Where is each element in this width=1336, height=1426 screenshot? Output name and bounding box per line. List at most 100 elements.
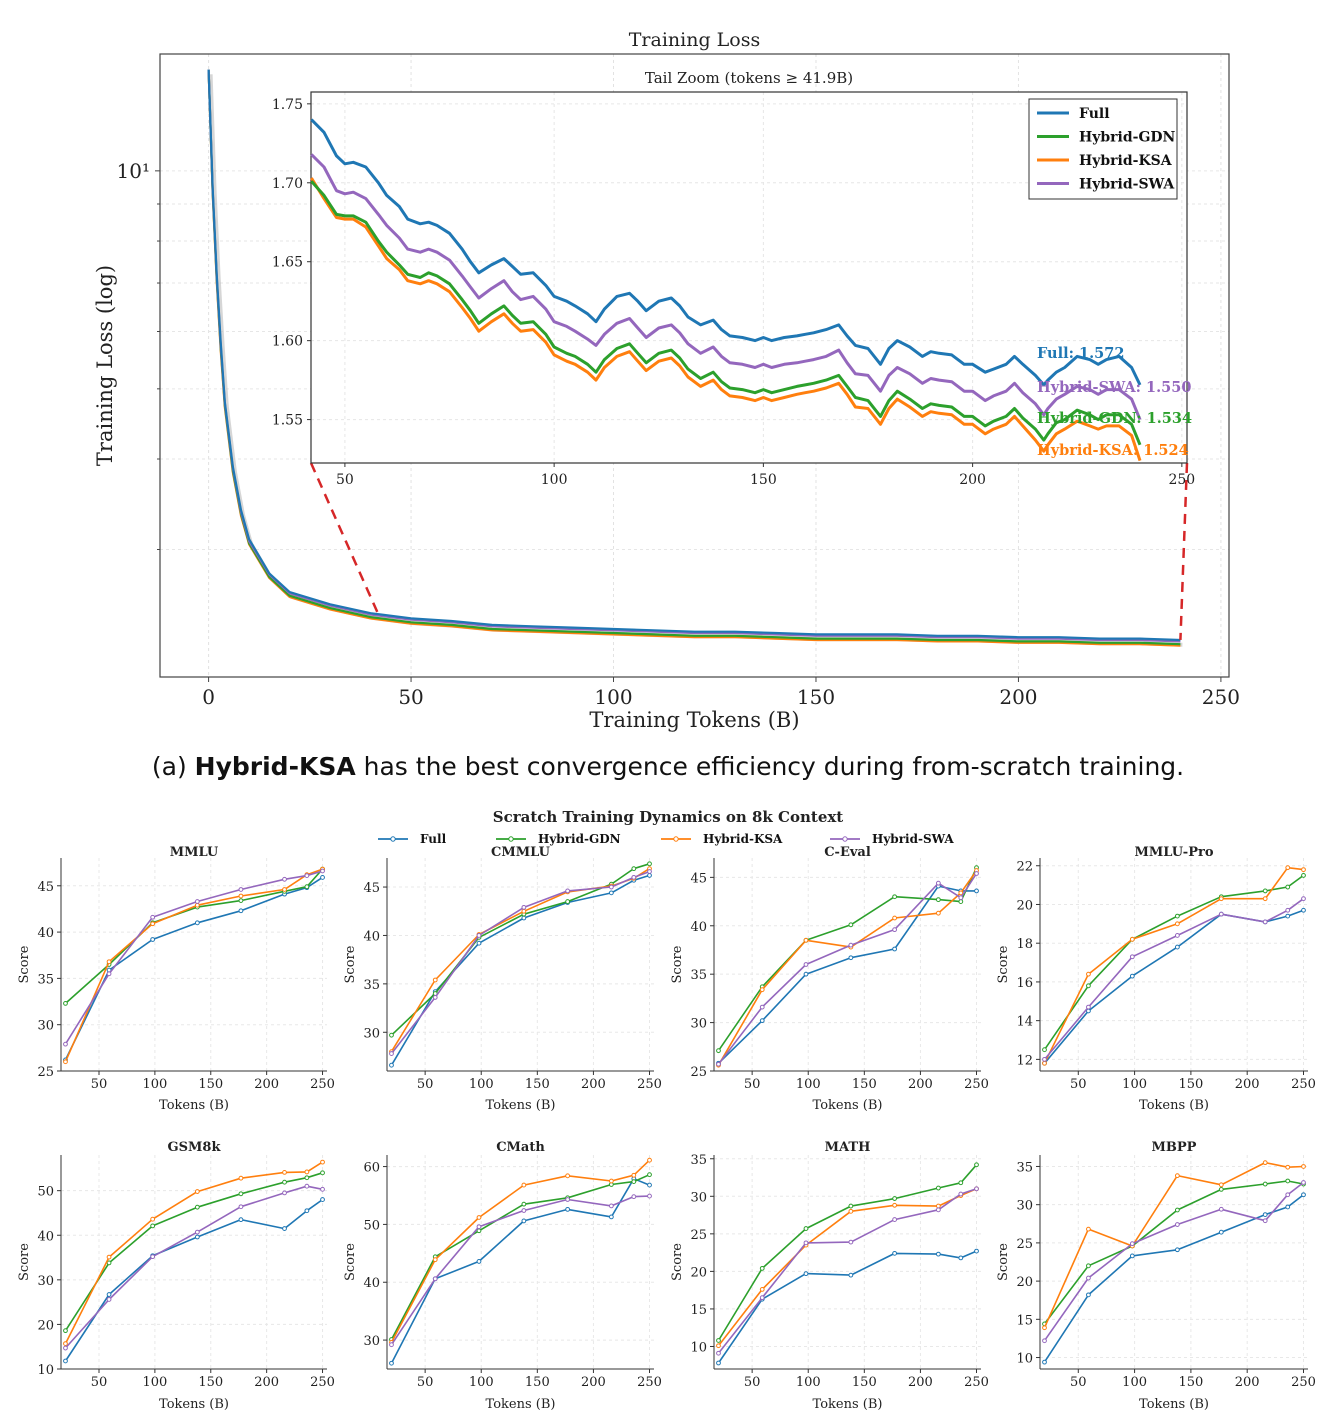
- data-point-hybrid-gdn: [106, 1260, 112, 1266]
- data-point-full: [647, 1182, 652, 1188]
- legend-label-hybrid-ksa: Hybrid-KSA: [1079, 153, 1173, 169]
- panel-y-tick-label: 20: [690, 1265, 707, 1280]
- inset-line-hybrid-swa: [310, 153, 1142, 421]
- data-point-full: [848, 955, 854, 961]
- inset-x-tick-label: 150: [750, 472, 777, 488]
- panel-y-tick-label: 20: [37, 1318, 54, 1333]
- panel-y-axis-label: Score: [670, 945, 685, 983]
- panel-x-tick-label: 100: [796, 1077, 821, 1092]
- panel-x-tick-label: 250: [964, 1375, 989, 1390]
- data-point-hybrid-ksa: [1301, 867, 1306, 873]
- x-tick-label: 200: [999, 685, 1037, 709]
- panel-x-tick-label: 200: [581, 1077, 606, 1092]
- data-point-hybrid-ksa: [892, 1202, 898, 1208]
- series-line-full: [1043, 1194, 1304, 1363]
- data-point-full: [759, 1018, 765, 1024]
- data-point-hybrid-gdn: [716, 1338, 721, 1343]
- panel-y-tick-label: 12: [1016, 1053, 1033, 1068]
- panel-cmmlu: 50 100 150 200 250 30 35 40 45 CMMLU Tokens (B) Sco…: [343, 845, 662, 1113]
- data-point-full: [892, 1250, 898, 1256]
- x-tick-label: 50: [398, 685, 423, 709]
- data-point-hybrid-swa: [1086, 1275, 1091, 1281]
- panel-x-tick-label: 150: [525, 1375, 550, 1390]
- data-point-hybrid-ksa: [647, 1157, 652, 1163]
- data-point-hybrid-ksa: [1086, 1226, 1091, 1232]
- data-point-hybrid-ksa: [1262, 1160, 1268, 1166]
- data-point-hybrid-swa: [1218, 911, 1224, 917]
- panel-mmlu-pro: 50 100 150 200 250 12 14 16 18 20 22 MMLU-Pro Tokens…: [996, 845, 1316, 1113]
- data-point-hybrid-swa: [935, 880, 941, 886]
- series-line-hybrid-gdn: [717, 1164, 978, 1341]
- panel-y-tick-label: 15: [690, 1303, 707, 1318]
- panel-y-tick-label: 45: [690, 871, 707, 886]
- inset-y-tick-label: 1.55: [272, 413, 303, 429]
- data-point-hybrid-swa: [759, 1004, 765, 1010]
- data-point-hybrid-gdn: [1218, 1186, 1224, 1192]
- data-point-full: [958, 1255, 964, 1261]
- data-point-hybrid-gdn: [565, 899, 571, 904]
- data-point-hybrid-ksa: [238, 893, 244, 899]
- data-point-hybrid-swa: [608, 884, 614, 890]
- zoom-connector-right: [1179, 462, 1189, 641]
- data-point-hybrid-ksa: [935, 1203, 941, 1209]
- panel-x-tick-label: 100: [142, 1375, 167, 1390]
- panel-y-tick-label: 30: [1016, 1199, 1033, 1214]
- panel-cmath: 50 100 150 200 250 30 40 50 60 CMath Tokens (B) Sco…: [343, 1140, 662, 1412]
- panel-y-tick-label: 10: [690, 1340, 707, 1355]
- data-point-hybrid-gdn: [63, 1000, 68, 1006]
- caption-bold-model: Hybrid-KSA: [194, 752, 356, 781]
- grid-legend-marker-hybrid-ksa: [673, 836, 679, 842]
- inset-line-hybrid-gdn: [310, 180, 1142, 446]
- caption-label: (a): [151, 752, 187, 781]
- series-line-hybrid-swa: [1043, 898, 1304, 1060]
- data-point-hybrid-ksa: [935, 910, 941, 916]
- data-point-hybrid-swa: [521, 904, 527, 910]
- data-point-hybrid-gdn: [759, 1265, 765, 1271]
- inset-y-tick-label: 1.60: [272, 334, 303, 350]
- data-point-hybrid-ksa: [63, 1059, 68, 1065]
- panel-x-tick-label: 200: [908, 1375, 933, 1390]
- data-point-hybrid-gdn: [389, 1032, 394, 1038]
- panel-y-tick-label: 25: [37, 1065, 54, 1080]
- loss-line-full: [207, 69, 1181, 642]
- data-point-hybrid-swa: [1129, 1241, 1135, 1247]
- data-point-hybrid-gdn: [631, 1179, 637, 1185]
- data-point-hybrid-gdn: [1262, 888, 1268, 894]
- inset-line-full: [310, 118, 1142, 387]
- data-point-hybrid-swa: [476, 933, 482, 938]
- data-point-hybrid-swa: [1301, 1180, 1306, 1185]
- panel-c-eval: 50 100 150 200 250 25 30 35 40 45 C-Eval Tokens (B)…: [670, 845, 989, 1113]
- series-line-hybrid-gdn: [390, 1173, 650, 1340]
- chart-title: Training Loss: [629, 29, 760, 51]
- data-point-full: [106, 1292, 112, 1297]
- data-point-hybrid-ksa: [238, 1175, 244, 1181]
- panel-x-tick-label: 50: [417, 1375, 434, 1390]
- panel-x-tick-label: 50: [91, 1077, 108, 1092]
- data-point-hybrid-swa: [432, 1276, 438, 1282]
- data-point-hybrid-swa: [608, 1203, 614, 1209]
- data-point-hybrid-swa: [1285, 907, 1291, 913]
- data-point-hybrid-gdn: [848, 922, 854, 928]
- series-line-hybrid-swa: [64, 870, 323, 1045]
- data-point-full: [476, 1259, 482, 1264]
- x-tick-label: 150: [797, 685, 835, 709]
- panel-y-tick-label: 35: [690, 968, 707, 983]
- panel-y-tick-label: 35: [37, 972, 54, 987]
- tail-zoom-inset: Tail Zoom (tokens ≥ 41.9B) 50 100 150 200 250…: [272, 69, 1195, 641]
- panel-x-tick-label: 50: [744, 1375, 761, 1390]
- series-line-hybrid-gdn: [1043, 1180, 1304, 1325]
- panel-x-tick-label: 200: [1235, 1375, 1260, 1390]
- data-point-hybrid-swa: [1301, 896, 1306, 902]
- series-line-hybrid-gdn: [717, 867, 978, 1052]
- data-point-hybrid-gdn: [958, 1180, 964, 1186]
- panel-y-axis-label: Score: [343, 1243, 358, 1281]
- data-point-hybrid-gdn: [848, 1203, 854, 1209]
- data-point-hybrid-swa: [647, 869, 652, 874]
- series-line-hybrid-ksa: [717, 1188, 977, 1347]
- data-point-full: [848, 1272, 854, 1278]
- data-point-hybrid-gdn: [892, 894, 898, 900]
- series-line-hybrid-ksa: [1043, 1161, 1304, 1329]
- data-point-hybrid-swa: [282, 1190, 287, 1196]
- data-point-hybrid-swa: [304, 873, 310, 878]
- panel-y-tick-label: 30: [37, 1274, 54, 1289]
